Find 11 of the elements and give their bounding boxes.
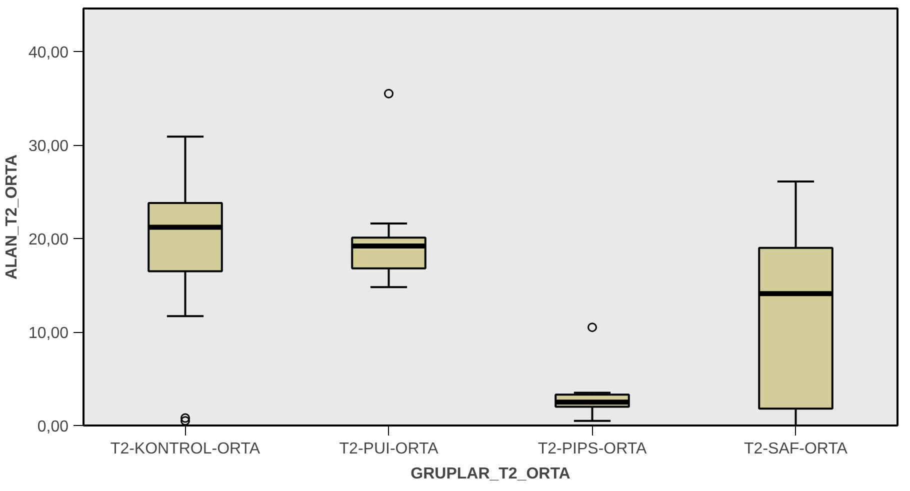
x-tick-label: T2-PIPS-ORTA bbox=[538, 440, 647, 458]
y-axis-title: ALAN_T2_ORTA bbox=[3, 154, 20, 280]
x-tick-label: T2-KONTROL-ORTA bbox=[110, 440, 260, 458]
y-tick-label: 40,00 bbox=[28, 44, 69, 62]
y-tick-label: 20,00 bbox=[28, 232, 69, 249]
y-tick-label: 30,00 bbox=[28, 138, 69, 156]
y-tick-label: 0,00 bbox=[37, 418, 69, 436]
x-tick-label: T2-PUI-ORTA bbox=[339, 440, 439, 458]
y-tick-label: 10,00 bbox=[28, 325, 69, 342]
x-axis-title: GRUPLAR_T2_ORTA bbox=[410, 466, 571, 482]
x-tick-label: T2-SAF-ORTA bbox=[744, 440, 848, 458]
